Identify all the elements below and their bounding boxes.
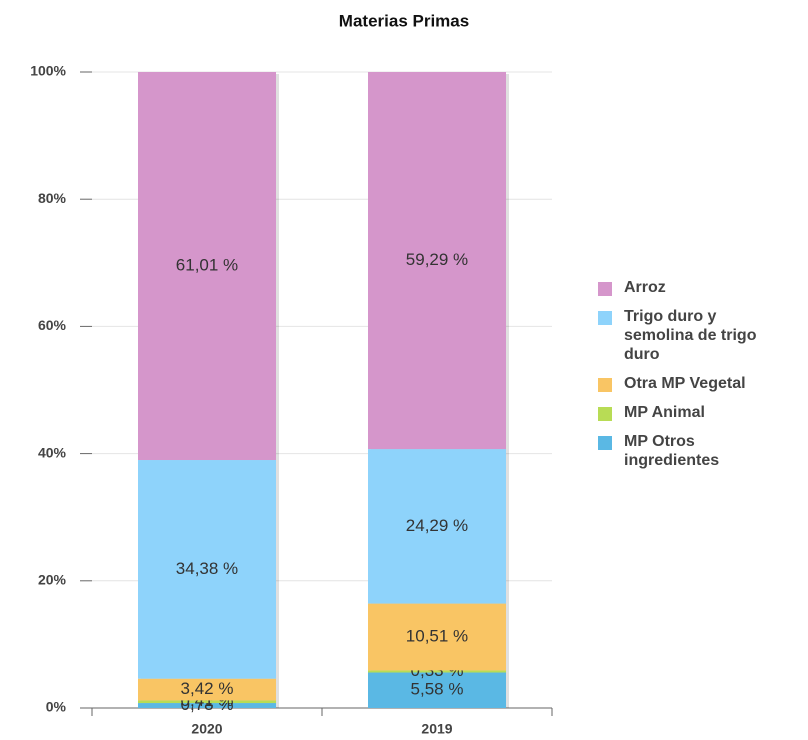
y-tick-label: 100% [30, 63, 66, 79]
legend-item: MP Animal [598, 403, 808, 422]
legend-swatch [598, 407, 612, 421]
value-label: 10,51 % [406, 626, 468, 645]
x-tick-label: 2020 [191, 721, 222, 737]
legend-label: MP Otros ingredientes [624, 433, 720, 469]
bar-segment [138, 460, 276, 679]
y-tick-label: 20% [38, 572, 67, 588]
legend-label: MP Animal [624, 404, 705, 421]
legend-swatch [598, 378, 612, 392]
bar-segment [138, 703, 276, 708]
legend-swatch [598, 311, 612, 325]
bar-segment [138, 700, 276, 704]
bar-segment [368, 603, 506, 671]
chart-title: Materias Primas [339, 11, 469, 30]
value-label: 5,58 % [411, 680, 464, 699]
bar-segment [368, 72, 506, 450]
legend-item: Trigo duro y semolina de trigo duro [598, 307, 808, 364]
y-tick-label: 0% [46, 699, 67, 715]
legend-item: MP Otros ingredientes [598, 432, 808, 470]
legend-label: Arroz [624, 279, 666, 296]
value-label: 3,42 % [181, 679, 234, 698]
bar-segment [368, 670, 506, 673]
legend-label: Otra MP Vegetal [624, 375, 746, 392]
y-tick-label: 80% [38, 190, 67, 206]
value-label: 59,29 % [406, 250, 468, 269]
value-label: 34,38 % [176, 559, 238, 578]
legend-label: Trigo duro y semolina de trigo duro [624, 308, 757, 363]
bar-segment [368, 672, 506, 708]
legend-swatch [598, 282, 612, 296]
bar-segment [138, 678, 276, 701]
bar-segment [138, 72, 276, 461]
x-tick-label: 2019 [421, 721, 452, 737]
y-tick-label: 60% [38, 317, 67, 333]
legend-item: Otra MP Vegetal [598, 374, 808, 393]
value-label: 61,01 % [176, 255, 238, 274]
value-label: 24,29 % [406, 516, 468, 535]
bar-segment [368, 449, 506, 604]
legend-swatch [598, 436, 612, 450]
legend-item: Arroz [598, 278, 808, 297]
legend: Arroz Trigo duro y semolina de trigo duro… [598, 278, 808, 480]
y-tick-label: 40% [38, 444, 67, 460]
